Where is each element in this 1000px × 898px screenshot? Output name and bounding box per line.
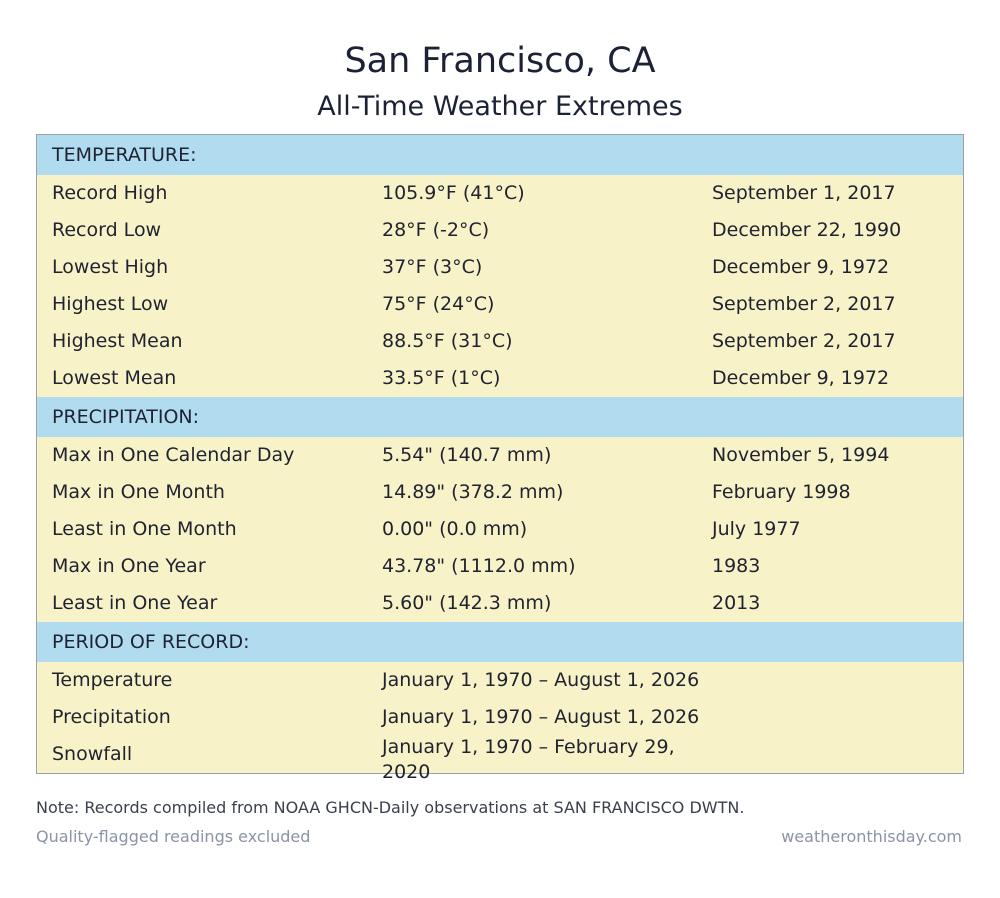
row-label: Snowfall: [52, 743, 133, 765]
page-title: San Francisco, CA: [344, 41, 656, 81]
row-value: January 1, 1970 – February 29, 2020: [382, 736, 675, 783]
row-date: February 1998: [712, 481, 851, 503]
row-label: Record High: [52, 182, 168, 204]
row-date: September 2, 2017: [712, 293, 896, 315]
table-row: Record High 105.9°F (41°C) September 1, …: [37, 175, 963, 212]
row-label: Temperature: [52, 669, 173, 691]
row-label: Highest Mean: [52, 330, 183, 352]
table-row: Max in One Year 43.78" (1112.0 mm) 1983: [37, 548, 963, 585]
section-header-precipitation: PRECIPITATION:: [37, 397, 963, 437]
row-date: 1983: [712, 555, 761, 577]
row-date: 2013: [712, 592, 761, 614]
table-row: Max in One Calendar Day 5.54" (140.7 mm)…: [37, 437, 963, 474]
row-value: 0.00" (0.0 mm): [382, 518, 528, 540]
row-value: 37°F (3°C): [382, 256, 483, 278]
row-label: Record Low: [52, 219, 162, 241]
row-value: 28°F (-2°C): [382, 219, 490, 241]
table-row: Precipitation January 1, 1970 – August 1…: [37, 699, 963, 736]
row-date: July 1977: [712, 518, 801, 540]
row-value: 14.89" (378.2 mm): [382, 481, 564, 503]
row-date: December 9, 1972: [712, 256, 890, 278]
row-date: September 2, 2017: [712, 330, 896, 352]
page-subtitle: All-Time Weather Extremes: [317, 91, 683, 122]
row-label: Precipitation: [52, 706, 171, 728]
row-label: Max in One Calendar Day: [52, 444, 295, 466]
row-date: December 9, 1972: [712, 367, 890, 389]
table-row: Least in One Year 5.60" (142.3 mm) 2013: [37, 585, 963, 622]
table-row: Temperature January 1, 1970 – August 1, …: [37, 662, 963, 699]
section-header-period-of-record: PERIOD OF RECORD:: [37, 622, 963, 662]
row-value: 5.60" (142.3 mm): [382, 592, 552, 614]
row-date: September 1, 2017: [712, 182, 896, 204]
row-label: Lowest High: [52, 256, 169, 278]
row-value: 88.5°F (31°C): [382, 330, 513, 352]
table-row: Max in One Month 14.89" (378.2 mm) Febru…: [37, 474, 963, 511]
row-value: 33.5°F (1°C): [382, 367, 501, 389]
row-label: Least in One Month: [52, 518, 237, 540]
row-label: Highest Low: [52, 293, 169, 315]
row-value: 43.78" (1112.0 mm): [382, 555, 576, 577]
row-label: Max in One Month: [52, 481, 225, 503]
footnote: Note: Records compiled from NOAA GHCN-Da…: [36, 798, 745, 817]
records-table: TEMPERATURE: Record High 105.9°F (41°C) …: [36, 134, 964, 783]
section-header-temperature: TEMPERATURE:: [37, 135, 963, 175]
row-date: December 22, 1990: [712, 219, 902, 241]
row-value: 105.9°F (41°C): [382, 182, 525, 204]
table-row: Snowfall January 1, 1970 – February 29, …: [37, 736, 963, 783]
source-credit: weatheronthisday.com: [781, 827, 962, 846]
table-row: Record Low 28°F (-2°C) December 22, 1990: [37, 212, 963, 249]
row-value: January 1, 1970 – August 1, 2026: [382, 706, 700, 728]
row-value: 75°F (24°C): [382, 293, 495, 315]
row-value: 5.54" (140.7 mm): [382, 444, 552, 466]
row-label: Least in One Year: [52, 592, 218, 614]
row-date: November 5, 1994: [712, 444, 890, 466]
row-value: January 1, 1970 – August 1, 2026: [382, 669, 700, 691]
table-row: Lowest High 37°F (3°C) December 9, 1972: [37, 249, 963, 286]
row-label: Lowest Mean: [52, 367, 177, 389]
quality-note: Quality-flagged readings excluded: [36, 827, 311, 846]
row-label: Max in One Year: [52, 555, 206, 577]
table-row: Lowest Mean 33.5°F (1°C) December 9, 197…: [37, 360, 963, 397]
table-row: Highest Mean 88.5°F (31°C) September 2, …: [37, 323, 963, 360]
table-row: Highest Low 75°F (24°C) September 2, 201…: [37, 286, 963, 323]
table-row: Least in One Month 0.00" (0.0 mm) July 1…: [37, 511, 963, 548]
